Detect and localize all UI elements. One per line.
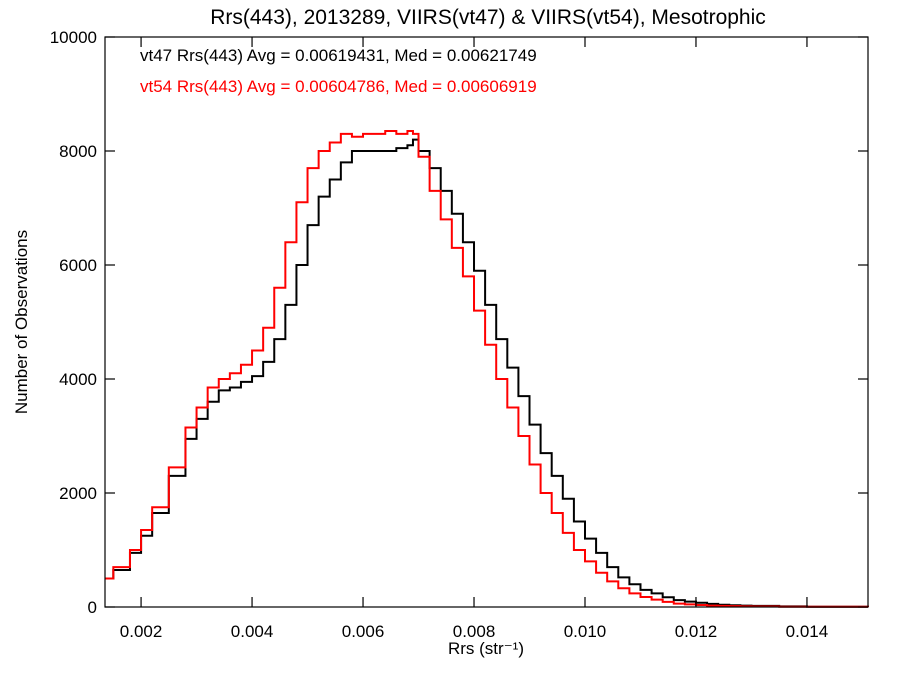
x-tick-label: 0.010	[564, 622, 607, 641]
chart-title: Rrs(443), 2013289, VIIRS(vt47) & VIIRS(v…	[210, 6, 766, 29]
x-tick-label: 0.008	[453, 622, 496, 641]
y-axis: 0 2000 4000 6000 8000 10000	[50, 28, 868, 617]
annotation-vt47: vt47 Rrs(443) Avg = 0.00619431, Med = 0.…	[140, 46, 537, 65]
y-axis-label: Number of Observations	[12, 230, 31, 414]
y-tick-label: 6000	[59, 256, 97, 275]
y-tick-label: 4000	[59, 370, 97, 389]
plot-frame	[104, 36, 869, 608]
x-tick-label: 0.002	[120, 622, 163, 641]
x-axis-label: Rrs (str⁻¹)	[448, 639, 524, 658]
y-tick-label: 2000	[59, 484, 97, 503]
x-tick-label: 0.014	[786, 622, 829, 641]
annotation-vt54: vt54 Rrs(443) Avg = 0.00604786, Med = 0.…	[140, 77, 537, 96]
x-tick-label: 0.006	[342, 622, 385, 641]
x-tick-label: 0.012	[675, 622, 718, 641]
y-tick-label: 0	[88, 598, 97, 617]
y-tick-label: 10000	[50, 28, 97, 47]
series-line-1	[105, 138, 869, 608]
x-axis: 0.002 0.004 0.006 0.008 0.010 0.012 0.014	[120, 37, 828, 641]
series-line-2	[105, 130, 869, 608]
x-tick-label: 0.004	[231, 622, 274, 641]
series-layer	[105, 130, 869, 608]
y-tick-label: 8000	[59, 142, 97, 161]
